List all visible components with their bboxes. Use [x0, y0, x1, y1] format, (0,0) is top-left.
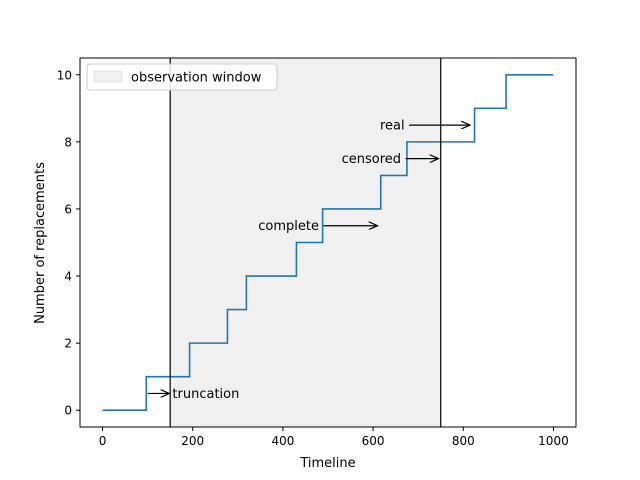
y-tick-label-4: 4	[64, 270, 72, 284]
y-tick-label-2: 2	[64, 337, 72, 351]
step-series-line-0	[102, 73, 554, 412]
x-tick-label-0: 0	[99, 434, 107, 448]
y-tick-label-10: 10	[57, 68, 72, 82]
plot-area	[102, 58, 554, 427]
legend-box	[86, 63, 278, 91]
x-tick-label-600: 600	[362, 434, 385, 448]
y-tick-label-0: 0	[64, 404, 72, 418]
annotation-real: real	[380, 119, 405, 134]
annotation-truncation: truncation	[172, 387, 239, 402]
x-tick-label-1000: 1000	[538, 434, 569, 448]
y-axis-label: Number of replacements	[33, 162, 48, 324]
axes: 0 200 400 600 800 1000 0 2 4 6 8 10	[57, 57, 577, 448]
y-tick-label-6: 6	[64, 202, 72, 216]
x-axis-label: Timeline	[299, 456, 355, 471]
x-tick-label-400: 400	[271, 434, 294, 448]
legend-swatch-observation-window	[93, 70, 123, 83]
axes-frame	[79, 57, 577, 428]
annotation-complete: complete	[258, 219, 319, 234]
y-tick-label-8: 8	[64, 135, 72, 149]
annotations: truncation complete censored real	[147, 119, 470, 402]
annotation-censored: censored	[342, 152, 401, 167]
x-tick-label-800: 800	[452, 434, 475, 448]
x-tick-label-200: 200	[181, 434, 204, 448]
legend-entry-observation-window: observation window	[131, 71, 262, 86]
legend: observation window	[86, 63, 278, 91]
